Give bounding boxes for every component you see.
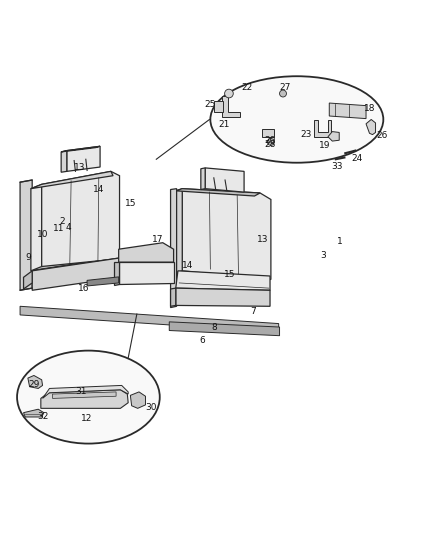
Text: 14: 14: [182, 261, 194, 270]
Polygon shape: [314, 120, 332, 137]
Polygon shape: [24, 409, 44, 417]
Circle shape: [279, 90, 286, 97]
Polygon shape: [170, 189, 177, 308]
Polygon shape: [119, 262, 173, 284]
Polygon shape: [205, 168, 244, 192]
Polygon shape: [176, 189, 182, 272]
Polygon shape: [31, 176, 113, 271]
Text: 19: 19: [319, 141, 331, 150]
Text: 21: 21: [219, 120, 230, 129]
Polygon shape: [31, 172, 113, 189]
Text: 17: 17: [152, 235, 163, 244]
Circle shape: [268, 139, 274, 146]
Polygon shape: [329, 103, 366, 119]
Polygon shape: [182, 189, 271, 279]
Polygon shape: [42, 172, 120, 266]
Text: 8: 8: [212, 322, 218, 332]
Text: 6: 6: [200, 336, 205, 345]
Text: 2: 2: [60, 216, 65, 225]
Text: 23: 23: [300, 130, 312, 139]
Text: 13: 13: [74, 164, 85, 172]
Polygon shape: [176, 189, 260, 196]
Polygon shape: [328, 132, 339, 141]
Text: 32: 32: [37, 413, 48, 422]
Text: 28: 28: [265, 140, 276, 149]
Text: 15: 15: [124, 199, 136, 208]
Text: 25: 25: [205, 100, 216, 109]
Text: 26: 26: [377, 132, 388, 140]
Text: 16: 16: [78, 284, 90, 293]
Polygon shape: [119, 243, 173, 262]
Polygon shape: [170, 288, 176, 306]
Text: 20: 20: [265, 136, 276, 145]
Text: 12: 12: [81, 414, 93, 423]
Polygon shape: [223, 96, 240, 117]
Ellipse shape: [210, 76, 383, 163]
Polygon shape: [114, 262, 119, 285]
Text: 13: 13: [258, 235, 269, 244]
Text: 24: 24: [351, 154, 362, 163]
Polygon shape: [31, 184, 42, 271]
Ellipse shape: [17, 351, 160, 443]
Polygon shape: [366, 119, 375, 135]
Text: 10: 10: [37, 230, 48, 239]
Polygon shape: [28, 375, 42, 389]
Polygon shape: [30, 258, 120, 283]
Polygon shape: [176, 271, 270, 290]
Text: 1: 1: [337, 237, 343, 246]
Text: 33: 33: [331, 161, 343, 171]
Polygon shape: [262, 129, 274, 137]
Text: 18: 18: [364, 104, 375, 113]
Circle shape: [225, 89, 233, 98]
Text: 3: 3: [320, 251, 326, 260]
Text: 15: 15: [224, 270, 236, 279]
Polygon shape: [131, 392, 145, 408]
Polygon shape: [24, 271, 32, 289]
Polygon shape: [67, 146, 100, 172]
Polygon shape: [87, 277, 119, 286]
Polygon shape: [32, 258, 122, 290]
Text: 9: 9: [25, 253, 31, 262]
Polygon shape: [61, 146, 100, 152]
Text: 7: 7: [250, 308, 256, 317]
Text: 4: 4: [66, 223, 71, 232]
Text: 11: 11: [53, 224, 65, 233]
Text: 29: 29: [28, 379, 39, 389]
Polygon shape: [20, 306, 279, 332]
Text: 27: 27: [279, 83, 290, 92]
Text: 14: 14: [93, 185, 105, 194]
Polygon shape: [42, 385, 128, 398]
Polygon shape: [201, 168, 205, 190]
Polygon shape: [61, 151, 67, 172]
Text: 30: 30: [145, 402, 156, 411]
Polygon shape: [53, 392, 116, 398]
Polygon shape: [20, 180, 32, 290]
Polygon shape: [41, 390, 128, 408]
Text: 22: 22: [241, 83, 253, 92]
Polygon shape: [169, 322, 279, 336]
Polygon shape: [176, 288, 270, 306]
Polygon shape: [214, 101, 223, 112]
Text: 31: 31: [76, 386, 87, 395]
